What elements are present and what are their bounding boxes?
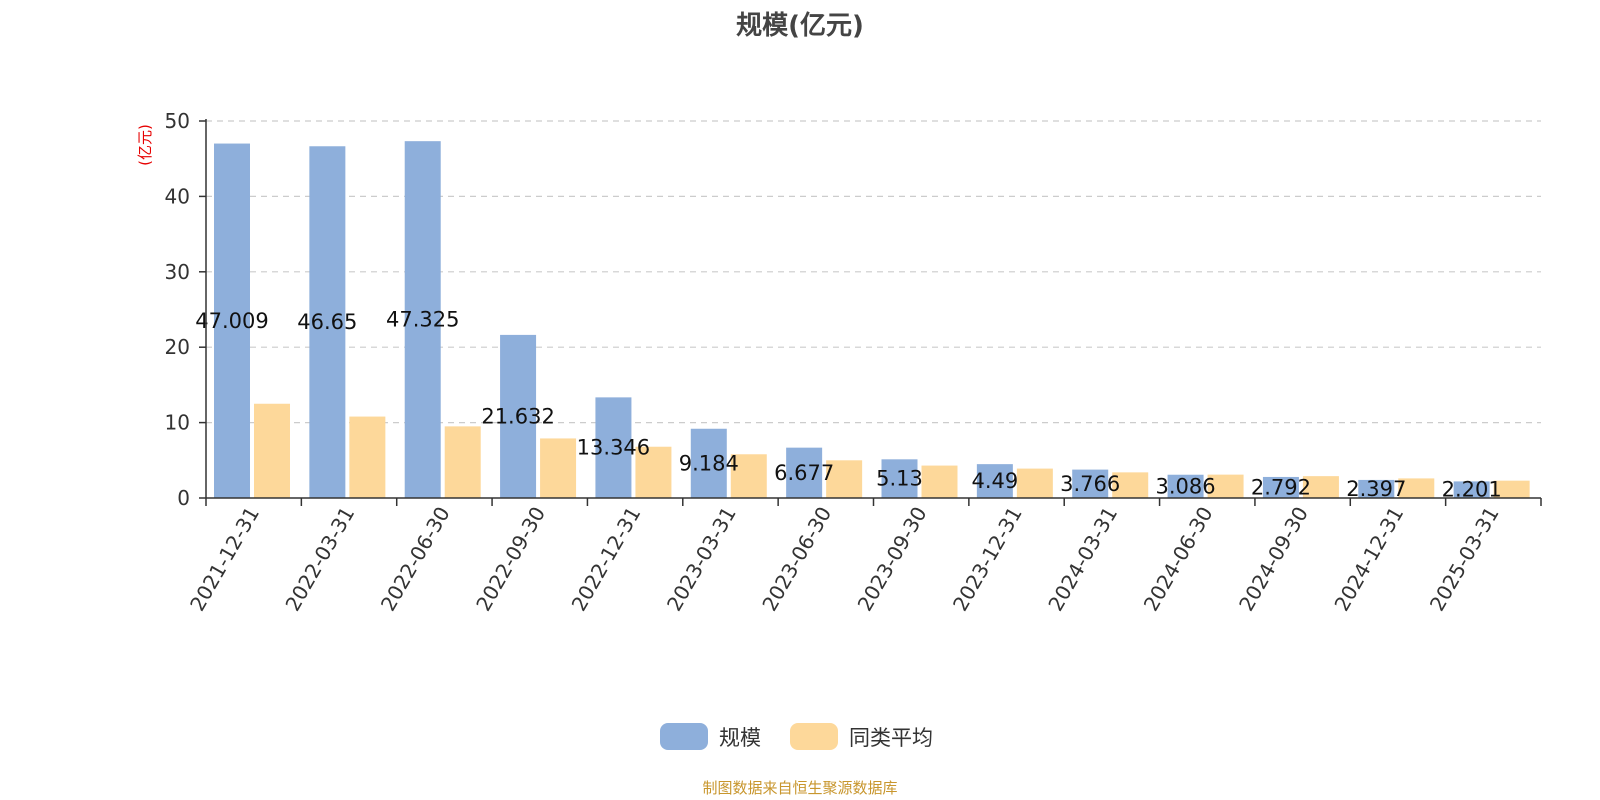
bar-peer-average <box>444 426 481 498</box>
value-label: 5.13 <box>876 467 923 491</box>
y-tick-label: 20 <box>165 335 190 359</box>
value-label: 6.677 <box>774 461 834 485</box>
value-label: 2.397 <box>1346 477 1406 501</box>
x-tick-label: 2025-03-31 <box>1425 503 1504 616</box>
bar-scale <box>500 334 537 498</box>
value-label: 47.325 <box>386 308 459 332</box>
value-label: 3.086 <box>1156 474 1216 498</box>
bar-peer-average <box>826 460 863 498</box>
bar-scale <box>214 143 250 499</box>
bar-scale <box>976 464 1013 498</box>
y-tick-label: 10 <box>165 411 190 435</box>
bar-peer-average <box>635 446 672 498</box>
x-tick-label: 2022-03-31 <box>280 503 359 616</box>
source-note: 制图数据来自恒生聚源数据库 <box>702 779 897 797</box>
x-tick-label: 2023-06-30 <box>757 503 836 616</box>
x-tick-label: 2023-03-31 <box>662 503 741 616</box>
bar-scale <box>1072 469 1109 498</box>
y-tick-label: 40 <box>165 184 190 208</box>
bar-peer-average <box>921 465 958 498</box>
bar-scale <box>1453 481 1490 498</box>
x-tick-label: 2024-09-30 <box>1234 503 1313 616</box>
legend-label: 规模 <box>719 726 761 750</box>
legend-swatch <box>660 723 708 750</box>
x-tick-label: 2024-12-31 <box>1329 503 1408 616</box>
bar-peer-average <box>730 454 767 498</box>
value-label: 3.766 <box>1060 472 1120 496</box>
bar-scale <box>690 428 727 498</box>
x-tick-label: 2024-03-31 <box>1043 503 1122 616</box>
legend: 规模 同类平均 <box>660 723 933 750</box>
x-tick-label: 2023-12-31 <box>948 503 1027 616</box>
y-tick-label: 30 <box>165 260 190 284</box>
value-label: 47.009 <box>195 309 268 333</box>
bars <box>214 141 1530 499</box>
bar-scale <box>1262 476 1299 498</box>
value-labels: 47.009 46.65 47.325 21.632 13.346 9.184 6.677 5… <box>195 308 1501 502</box>
bar-scale <box>881 459 918 498</box>
x-tick-label: 2021-12-31 <box>185 503 264 616</box>
x-tick-label: 2023-09-30 <box>853 503 932 616</box>
x-tick-label: 2022-06-30 <box>376 503 455 616</box>
value-label: 4.49 <box>971 469 1018 493</box>
x-tick-label: 2024-06-30 <box>1139 503 1218 616</box>
y-tick-label: 50 <box>165 109 190 133</box>
bar-peer-average <box>1302 476 1339 498</box>
y-axis-label: (亿元) <box>136 124 154 166</box>
bar-peer-average <box>1112 472 1149 498</box>
x-tick-label: 2022-12-31 <box>567 503 646 616</box>
value-label: 13.346 <box>577 436 650 460</box>
bar-peer-average <box>349 416 386 498</box>
value-label: 46.65 <box>297 310 357 334</box>
x-tick-label: 2022-09-30 <box>471 503 550 616</box>
bar-peer-average <box>540 438 577 498</box>
value-label: 9.184 <box>679 451 739 475</box>
value-label: 2.792 <box>1251 475 1311 499</box>
legend-swatch <box>790 723 838 750</box>
legend-label: 同类平均 <box>849 726 933 750</box>
y-tick-label: 0 <box>177 486 190 510</box>
bar-peer-average <box>1493 480 1530 498</box>
bar-scale <box>1358 479 1395 498</box>
x-axis-ticks: 2021-12-31 2022-03-31 2022-06-30 2022-09-30… <box>185 498 1542 616</box>
bar-scale <box>786 447 823 498</box>
bar-scale <box>1167 474 1204 498</box>
bar-peer-average <box>254 403 290 498</box>
bar-peer-average <box>1207 474 1244 498</box>
bar-peer-average <box>1398 478 1435 498</box>
bar-scale <box>404 141 441 498</box>
bar-scale <box>309 146 346 498</box>
value-label: 21.632 <box>481 404 554 428</box>
bar-scale <box>595 397 632 498</box>
bar-peer-average <box>1016 468 1053 498</box>
y-axis-ticks: 0 10 20 30 40 50 <box>165 109 206 510</box>
chart-title: 规模(亿元) <box>736 11 864 41</box>
